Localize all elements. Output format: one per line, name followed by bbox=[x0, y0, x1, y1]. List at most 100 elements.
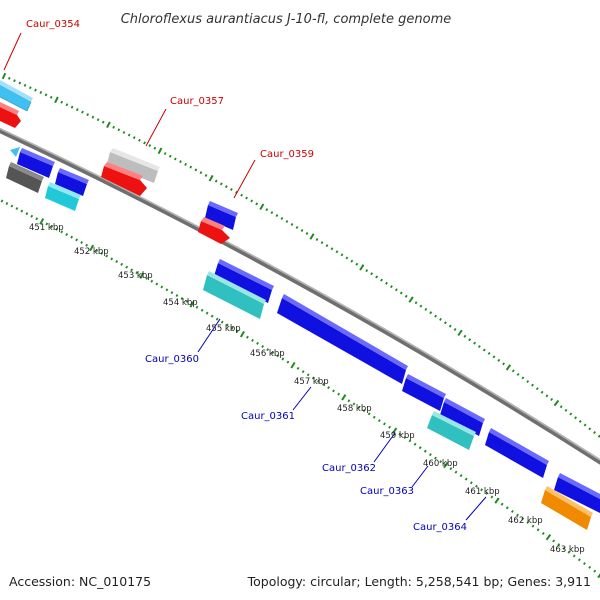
minor-tick bbox=[531, 383, 534, 387]
minor-tick bbox=[204, 173, 208, 177]
minor-tick bbox=[332, 389, 335, 393]
minor-tick bbox=[536, 528, 540, 532]
gene-label[interactable]: Caur_0357 bbox=[170, 96, 224, 107]
gene-arrow[interactable] bbox=[205, 201, 238, 230]
minor-tick bbox=[280, 217, 284, 220]
genome-summary-text: Topology: circular; Length: 5,258,541 bp… bbox=[247, 574, 591, 589]
minor-tick bbox=[526, 380, 530, 384]
minor-tick bbox=[251, 338, 254, 342]
minor-tick bbox=[138, 138, 141, 142]
gene-arrow[interactable] bbox=[554, 473, 600, 514]
gene-arrow[interactable] bbox=[214, 259, 274, 303]
major-tick bbox=[408, 296, 414, 303]
minor-tick bbox=[593, 569, 597, 573]
minor-tick bbox=[418, 446, 422, 450]
minor-tick bbox=[70, 105, 74, 109]
minor-tick bbox=[439, 317, 442, 321]
minor-tick bbox=[95, 249, 98, 253]
gene-arrow[interactable] bbox=[107, 148, 160, 183]
gene-label[interactable]: Caur_0363 bbox=[360, 486, 414, 497]
scale-label: 459 kbp bbox=[380, 431, 415, 441]
major-tick bbox=[359, 264, 365, 271]
gene-label[interactable]: Caur_0360 bbox=[145, 354, 199, 365]
minor-tick bbox=[70, 235, 73, 239]
genome-backbone bbox=[0, 127, 600, 465]
gene-label[interactable]: Caur_0361 bbox=[241, 411, 295, 422]
minor-tick bbox=[340, 253, 344, 257]
minor-tick bbox=[408, 439, 412, 443]
minor-tick bbox=[256, 341, 259, 345]
minor-tick bbox=[463, 334, 467, 338]
minor-tick bbox=[127, 133, 131, 137]
gene-arrow[interactable] bbox=[6, 162, 44, 193]
bottom-strand-genes bbox=[6, 147, 600, 530]
gene-label[interactable]: Caur_0362 bbox=[322, 463, 376, 474]
minor-tick bbox=[55, 227, 59, 231]
gene-arrow[interactable] bbox=[0, 80, 33, 112]
gene-label[interactable]: Caur_0364 bbox=[413, 522, 467, 533]
minor-tick bbox=[180, 297, 184, 300]
gene-arrow[interactable] bbox=[485, 428, 549, 478]
minor-tick bbox=[424, 307, 428, 311]
major-tick bbox=[208, 174, 214, 182]
major-tick bbox=[341, 394, 347, 401]
minor-tick bbox=[10, 204, 14, 208]
gene-arrow[interactable] bbox=[198, 217, 230, 244]
minor-tick bbox=[189, 165, 193, 169]
minor-tick bbox=[13, 79, 16, 83]
gene-arrow[interactable] bbox=[0, 102, 21, 128]
gene-label[interactable]: Caur_0354 bbox=[26, 19, 80, 30]
minor-tick bbox=[20, 209, 24, 213]
gene-arrow[interactable] bbox=[427, 411, 476, 450]
bottom-gene-labels: Caur_0360 Caur_0361 Caur_0362 Caur_0363 … bbox=[145, 354, 467, 533]
minor-tick bbox=[86, 113, 90, 117]
minor-tick bbox=[50, 225, 54, 229]
gene-arrow[interactable] bbox=[402, 374, 446, 411]
minor-tick bbox=[454, 470, 458, 474]
gene-label[interactable]: Caur_0359 bbox=[260, 149, 314, 160]
minor-tick bbox=[390, 285, 393, 289]
minor-tick bbox=[235, 329, 239, 333]
minor-tick bbox=[281, 357, 285, 361]
minor-tick bbox=[235, 190, 238, 194]
gene-arrow[interactable] bbox=[440, 398, 485, 436]
minor-tick bbox=[250, 199, 254, 203]
major-tick bbox=[443, 461, 449, 469]
minor-tick bbox=[105, 254, 109, 258]
minor-tick bbox=[448, 324, 452, 328]
minor-tick bbox=[404, 294, 408, 298]
minor-tick bbox=[588, 565, 592, 569]
minor-tick bbox=[352, 402, 356, 406]
major-tick bbox=[309, 233, 315, 240]
gene-arrow[interactable] bbox=[541, 486, 593, 530]
minor-tick bbox=[482, 348, 486, 352]
minor-tick bbox=[541, 531, 545, 536]
major-tick bbox=[39, 218, 45, 225]
minor-tick bbox=[531, 524, 535, 528]
minor-tick bbox=[577, 558, 581, 562]
gene-arrow[interactable] bbox=[203, 271, 266, 319]
minor-tick bbox=[502, 362, 506, 366]
gene-arrow[interactable] bbox=[10, 147, 20, 157]
gene-arrow[interactable] bbox=[277, 294, 408, 384]
minor-tick bbox=[414, 301, 418, 305]
minor-tick bbox=[143, 141, 146, 145]
major-tick bbox=[89, 244, 95, 252]
minor-tick bbox=[153, 146, 157, 150]
gene-arrow[interactable] bbox=[101, 162, 147, 196]
minor-tick bbox=[388, 425, 391, 429]
minor-tick bbox=[593, 431, 597, 435]
major-tick bbox=[1, 72, 7, 80]
gene-arrow[interactable] bbox=[55, 168, 89, 196]
minor-tick bbox=[39, 91, 43, 94]
minor-tick bbox=[370, 272, 374, 276]
minor-tick bbox=[583, 562, 586, 566]
minor-tick bbox=[215, 317, 219, 321]
gene-arrow[interactable] bbox=[17, 148, 55, 178]
minor-tick bbox=[480, 488, 484, 492]
major-tick bbox=[392, 427, 398, 434]
gene-arrow[interactable] bbox=[45, 182, 81, 211]
minor-tick bbox=[485, 491, 489, 495]
minor-tick bbox=[516, 372, 520, 376]
minor-tick bbox=[449, 467, 453, 471]
